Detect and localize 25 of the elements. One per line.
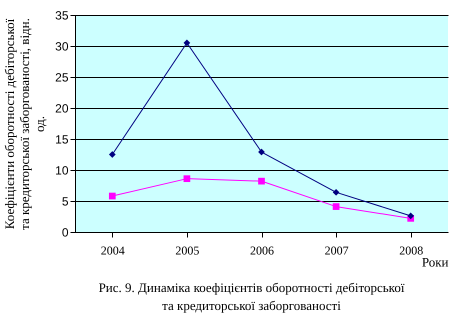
y-tick-label: 15 bbox=[55, 132, 69, 146]
x-tick-label: 2004 bbox=[100, 244, 125, 258]
x-tick-label: 2005 bbox=[175, 244, 200, 258]
x-axis-title: Роки bbox=[422, 254, 449, 270]
x-tick-label: 2008 bbox=[399, 244, 424, 258]
point bbox=[258, 148, 265, 156]
point bbox=[258, 178, 265, 185]
point bbox=[108, 192, 116, 200]
y-tick-label: 20 bbox=[55, 102, 69, 116]
point bbox=[108, 151, 116, 158]
point bbox=[332, 188, 340, 196]
y-tick-label: 5 bbox=[62, 194, 69, 208]
y-tick-label: 30 bbox=[55, 40, 69, 54]
point bbox=[184, 175, 190, 182]
point bbox=[407, 212, 414, 220]
point bbox=[332, 203, 340, 210]
y-tick-label: 25 bbox=[55, 70, 69, 84]
text: Рис. 9. Динаміка коефіцієнтів оборотності дебіторської та кредиторської заборгованості bbox=[98, 280, 405, 313]
point bbox=[184, 40, 190, 46]
y-tick-label: 10 bbox=[55, 164, 69, 178]
x-tick-label: 2006 bbox=[250, 244, 274, 258]
y-axis-title: Коефіцієнти оборотності дебіторської та кредиторської заборгованості, відн. од. bbox=[2, 18, 48, 230]
y-tick-label: 0 bbox=[62, 226, 69, 240]
y-tick-label: 35 bbox=[55, 8, 69, 22]
x-tick-label: 2007 bbox=[324, 244, 349, 258]
